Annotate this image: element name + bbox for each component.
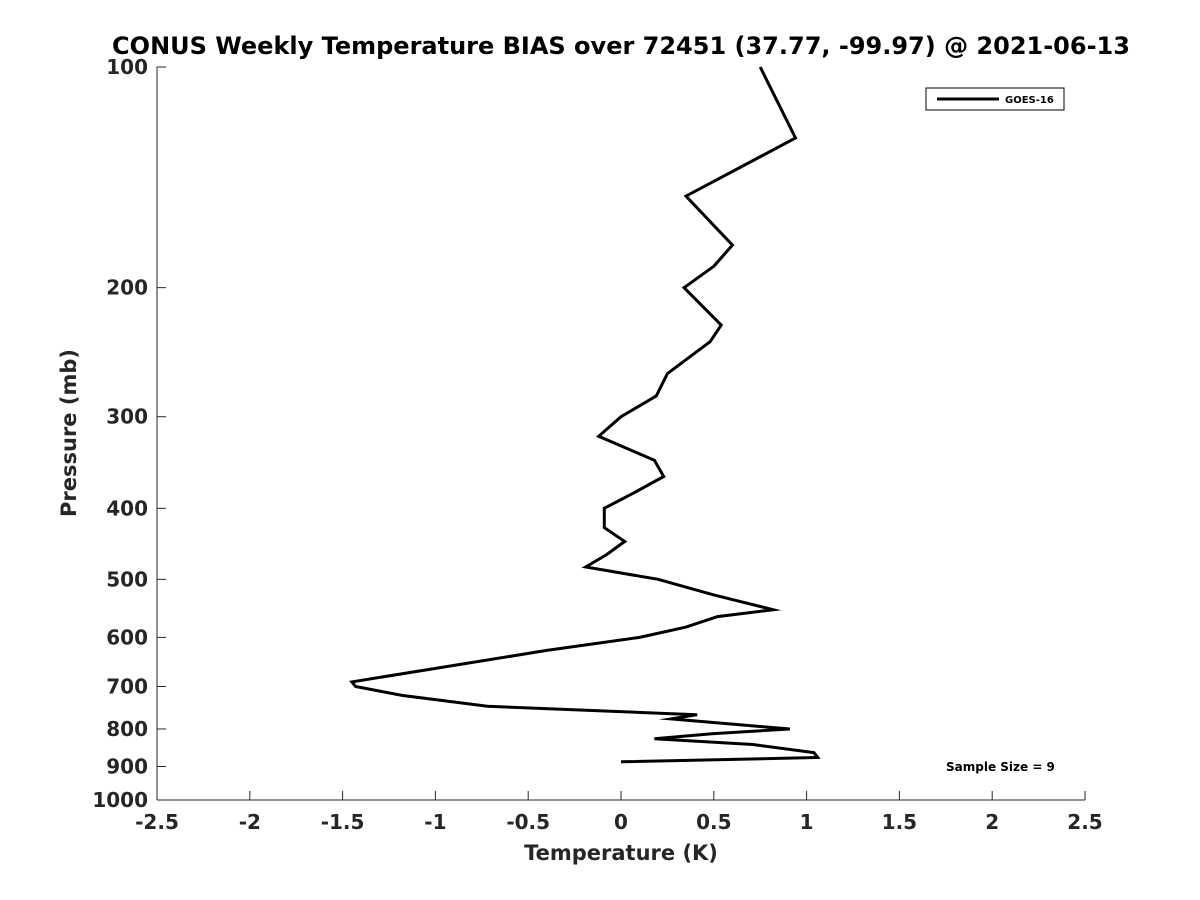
x-tick-label: 2 bbox=[985, 810, 999, 834]
x-tick-label: -0.5 bbox=[506, 810, 550, 834]
x-tick-label: 2.5 bbox=[1067, 810, 1102, 834]
x-tick-label: -1.5 bbox=[321, 810, 365, 834]
x-tick-label: -2.5 bbox=[135, 810, 179, 834]
x-axis-label: Temperature (K) bbox=[524, 841, 718, 865]
x-tick-label: 0 bbox=[614, 810, 628, 834]
y-tick-label: 800 bbox=[106, 717, 148, 741]
series-line-goes-16 bbox=[349, 66, 821, 764]
x-tick-label: -2 bbox=[239, 810, 261, 834]
y-tick-label: 500 bbox=[106, 567, 148, 591]
x-tick-label: 1.5 bbox=[882, 810, 917, 834]
y-tick-label: 300 bbox=[106, 405, 148, 429]
x-axis: -2.5 -2 -1.5 -1 -0.5 0 0.5 1 1.5 2 2.5 bbox=[135, 791, 1103, 834]
y-tick-label: 1000 bbox=[92, 788, 148, 812]
y-tick-label: 100 bbox=[106, 55, 148, 79]
chart-title: CONUS Weekly Temperature BIAS over 72451… bbox=[112, 32, 1130, 60]
legend-label-goes-16: GOES-16 bbox=[1005, 95, 1054, 106]
y-axis: 100 200 300 400 500 600 700 800 900 1000 bbox=[92, 55, 166, 812]
sample-size-annotation: Sample Size = 9 bbox=[946, 760, 1055, 774]
y-tick-label: 700 bbox=[106, 674, 148, 698]
y-tick-label: 200 bbox=[106, 276, 148, 300]
y-tick-label: 400 bbox=[106, 496, 148, 520]
series-layer bbox=[349, 66, 821, 764]
x-tick-label: 0.5 bbox=[696, 810, 731, 834]
plot-frame bbox=[156, 67, 1085, 801]
legend: GOES-16 bbox=[925, 87, 1065, 111]
y-axis-label: Pressure (mb) bbox=[57, 349, 81, 517]
y-tick-label: 600 bbox=[106, 625, 148, 649]
x-tick-label: -1 bbox=[424, 810, 446, 834]
x-tick-label: 1 bbox=[800, 810, 814, 834]
y-tick-label: 900 bbox=[106, 754, 148, 778]
